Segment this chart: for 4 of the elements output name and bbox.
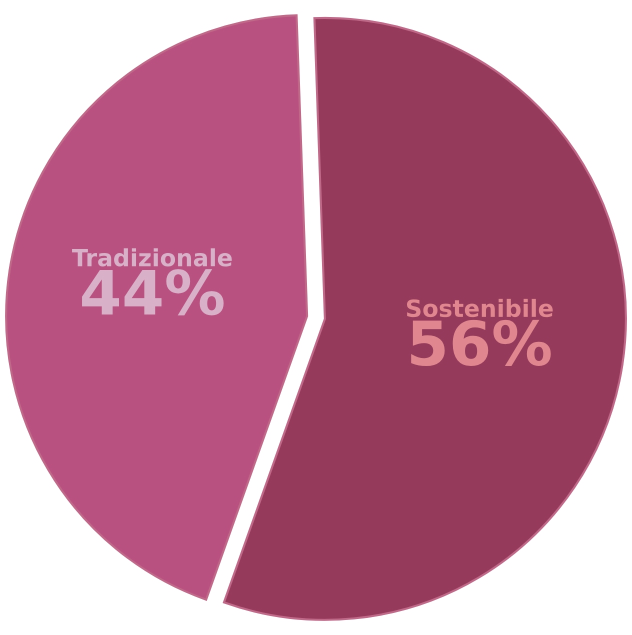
- slice-label: Sostenibile: [406, 298, 553, 318]
- data-label: 44%: [82, 269, 224, 316]
- data-label: 56%: [411, 320, 551, 366]
- slice-label: Tradizionale: [72, 248, 232, 267]
